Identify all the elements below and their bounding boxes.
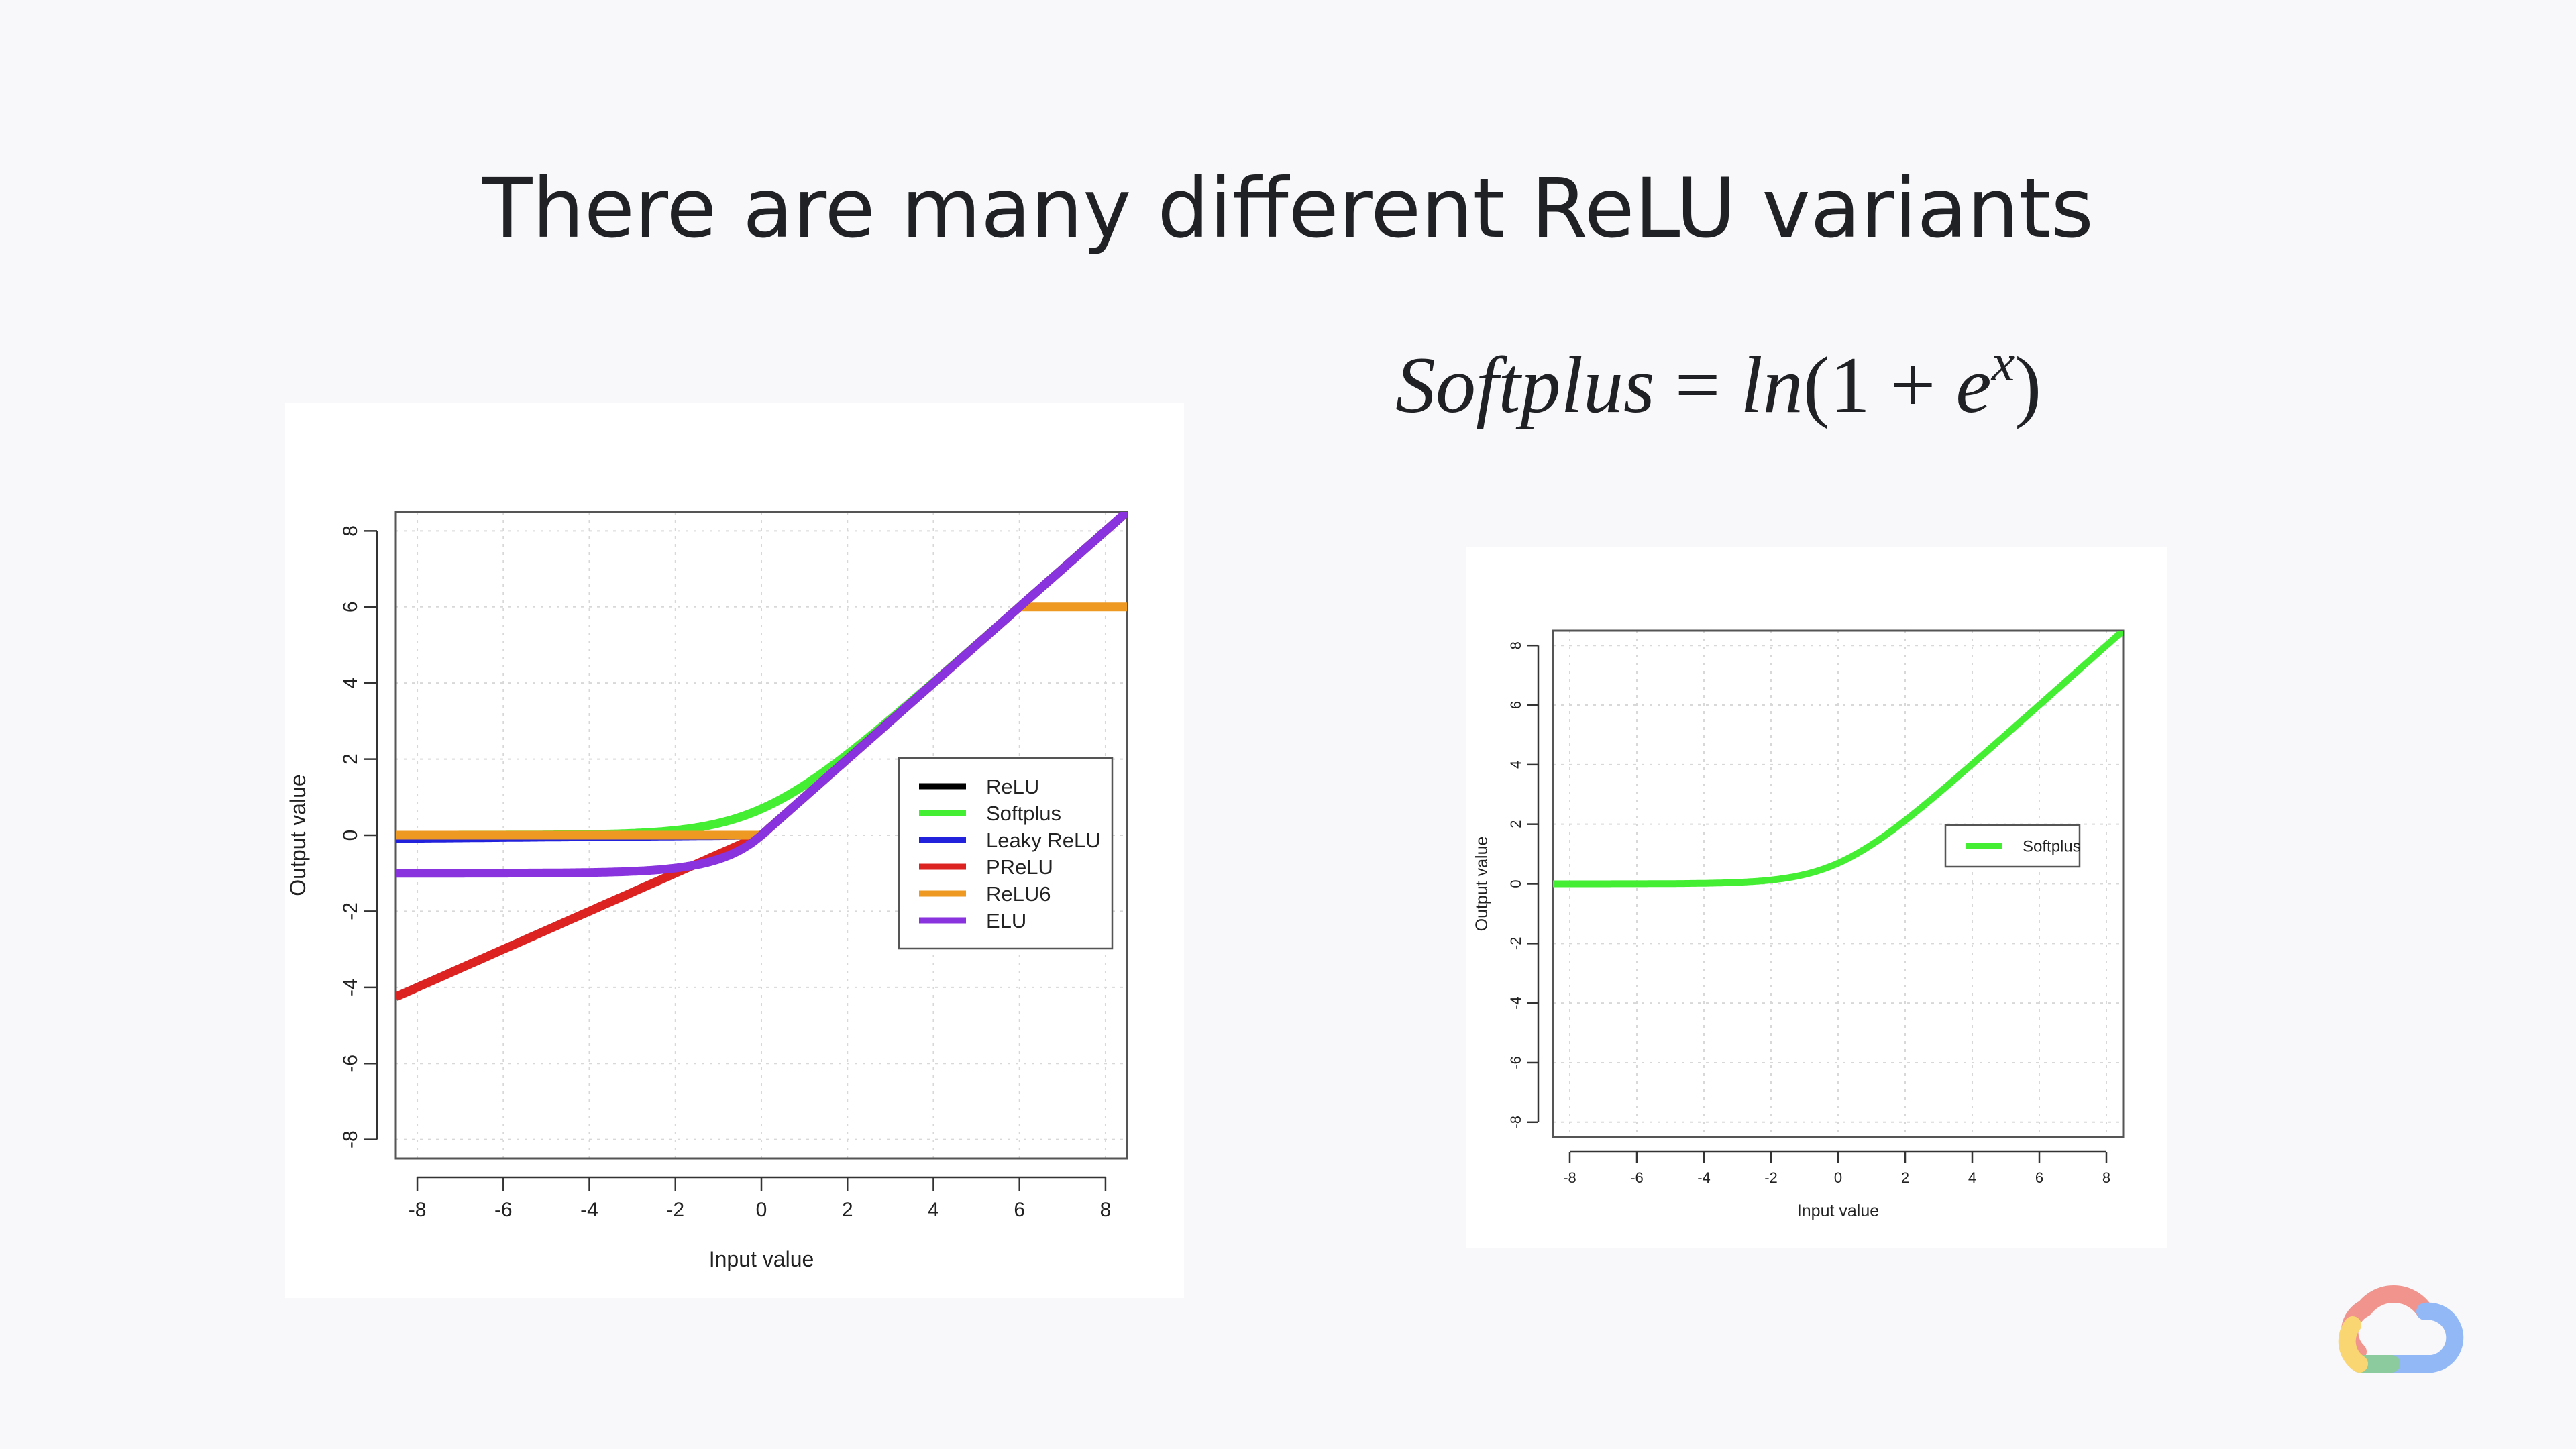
series-line-softplus <box>1553 631 2123 888</box>
y-tick-label: 0 <box>339 830 362 841</box>
y-tick-label: 4 <box>339 678 362 689</box>
softplus-chart: -8 -6 -4 -2 0 2 4 6 8 -8 -6 -4 -2 0 2 4 6 8 Input value Out… <box>1472 629 2125 1220</box>
y-tick-label: 4 <box>1507 761 1524 769</box>
y-tick-label: 2 <box>339 753 362 765</box>
formula-open: (1 + <box>1803 340 1956 429</box>
legend-label: Softplus <box>986 802 1061 825</box>
formula-base: e <box>1955 340 1992 429</box>
formula-exponent: x <box>1991 333 2015 392</box>
y-tick-label: -8 <box>339 1130 362 1148</box>
formula-fn: ln <box>1740 340 1803 429</box>
formula-equals: = <box>1654 340 1741 429</box>
y-tick-label: -2 <box>339 902 362 920</box>
x-tick-label: -4 <box>1697 1169 1711 1186</box>
legend-label: ReLU6 <box>986 882 1051 906</box>
legend-label: Softplus <box>2023 838 2081 856</box>
y-tick-label: 0 <box>1507 879 1524 888</box>
softplus-chart-panel: -8 -6 -4 -2 0 2 4 6 8 -8 -6 -4 -2 0 2 4 6 8 Input value Out… <box>1466 547 2167 1248</box>
y-tick-label: 8 <box>1507 641 1524 649</box>
legend-label: ELU <box>986 909 1026 932</box>
slide-title: There are many different ReLU variants <box>482 161 2094 256</box>
x-tick-label: -6 <box>494 1199 513 1221</box>
y-tick-label: -8 <box>1507 1116 1524 1129</box>
x-tick-label: 6 <box>2035 1169 2043 1186</box>
x-tick-label: -8 <box>409 1199 427 1221</box>
y-tick-label: -6 <box>339 1055 362 1073</box>
legend-label: ReLU <box>986 775 1039 798</box>
x-tick-label: 6 <box>1014 1199 1025 1221</box>
relu-variants-chart: -8 -6 -4 -2 0 2 4 6 8 -8 -6 -4 -2 0 2 4 6 8 Input value Out… <box>286 511 1128 1271</box>
y-tick-label: -4 <box>339 978 362 996</box>
y-tick-label: 2 <box>1507 820 1524 828</box>
x-tick-label: -6 <box>1630 1169 1644 1186</box>
x-tick-label: -2 <box>666 1199 684 1221</box>
y-tick-label: 6 <box>339 601 362 612</box>
x-tick-label: 2 <box>1901 1169 1909 1186</box>
google-cloud-logo-icon <box>2338 1285 2464 1373</box>
x-tick-label: 8 <box>2102 1169 2110 1186</box>
relu-variants-chart-panel: -8 -6 -4 -2 0 2 4 6 8 -8 -6 -4 -2 0 2 4 6 8 Input value Out… <box>285 402 1184 1298</box>
legend-label: Leaky ReLU <box>986 828 1101 852</box>
series-line-elu <box>396 512 1127 878</box>
x-tick-label: 2 <box>842 1199 853 1221</box>
y-axis-label: Output value <box>286 774 310 896</box>
y-tick-label: 6 <box>1507 701 1524 709</box>
x-axis-label: Input value <box>1797 1201 1879 1220</box>
x-tick-label: -8 <box>1563 1169 1576 1186</box>
x-tick-label: 4 <box>928 1199 939 1221</box>
x-tick-label: 4 <box>1968 1169 1976 1186</box>
formula-close: ) <box>2015 340 2042 429</box>
formula-lhs: Softplus <box>1395 340 1655 429</box>
legend-label: PReLU <box>986 855 1053 879</box>
x-tick-label: -4 <box>580 1199 598 1221</box>
y-tick-label: -2 <box>1507 937 1524 951</box>
x-tick-label: -2 <box>1764 1169 1778 1186</box>
x-tick-label: 0 <box>1834 1169 1842 1186</box>
softplus-formula: Softplus = ln(1 + ex) <box>1395 337 2200 473</box>
y-tick-label: -4 <box>1507 996 1524 1010</box>
x-tick-label: 8 <box>1100 1199 1112 1221</box>
x-axis-label: Input value <box>709 1247 814 1271</box>
legend-box <box>898 757 1114 950</box>
y-tick-label: -6 <box>1507 1056 1524 1069</box>
x-tick-label: 0 <box>756 1199 767 1221</box>
y-axis-label: Output value <box>1472 837 1491 932</box>
y-tick-label: 8 <box>339 525 362 537</box>
